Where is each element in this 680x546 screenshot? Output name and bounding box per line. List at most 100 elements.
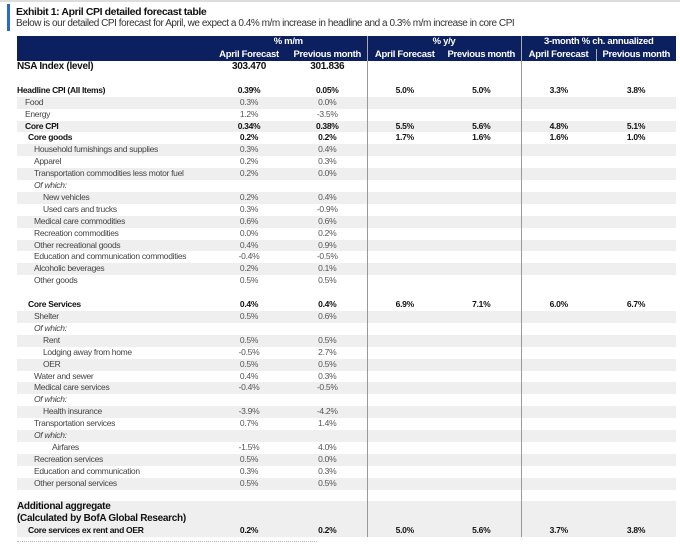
table-row: Used cars and trucks 0.3% -0.9% <box>17 203 676 216</box>
value-cell: 0.5% <box>210 334 288 347</box>
col-header-mm-prev: Previous month <box>288 48 367 61</box>
value-cell <box>520 251 597 264</box>
table-row: Apparel 0.2% 0.3% <box>17 156 676 169</box>
value-cell: 0.2% <box>239 132 259 143</box>
value-cell <box>366 168 442 181</box>
value-cell: 5.0% <box>366 525 442 538</box>
table-row: Water and sewer 0.4% 0.3% <box>17 370 676 383</box>
value-cell <box>442 180 521 192</box>
value-cell <box>366 108 442 121</box>
value-cell <box>520 215 597 228</box>
value-cell <box>288 430 367 442</box>
value-cell <box>442 430 522 442</box>
value-cell <box>596 109 676 121</box>
value-cell: 0.3% <box>210 96 288 109</box>
value-cell <box>596 323 676 335</box>
row-label: Energy <box>25 108 51 119</box>
value-cell <box>520 334 597 347</box>
value-cell <box>366 263 442 276</box>
row-label: NSA Index (level) <box>17 61 94 72</box>
row-label: Core services ex rent and OER <box>17 525 210 538</box>
value-cell <box>596 156 676 168</box>
table-row: New vehicles 0.2% 0.4% <box>17 191 677 204</box>
value-cell <box>520 513 597 526</box>
value-cell <box>520 191 597 204</box>
value-cell: 0.6% <box>288 215 367 228</box>
value-cell <box>520 501 597 514</box>
value-cell: 0.4% <box>288 144 367 157</box>
value-cell: -3.5% <box>316 108 338 119</box>
value-cell <box>520 441 597 454</box>
row-label: Alcoholic beverages <box>17 263 210 276</box>
value-cell: 5.1% <box>596 120 677 133</box>
table-row: Of which: <box>17 322 676 335</box>
value-cell: 0.0% <box>239 227 259 238</box>
value-cell <box>210 287 288 299</box>
table-row: Core Services 0.4% 0.4% 6.9% 7.1% 6.0% 6.7% <box>17 299 676 311</box>
table-row: Other personal services 0.5% 0.5% <box>17 477 677 490</box>
value-cell: 0.2% <box>210 168 288 181</box>
value-cell <box>596 466 676 478</box>
value-cell: 4.8% <box>520 120 597 133</box>
value-cell: 0.4% <box>239 299 259 310</box>
value-cell: 0.5% <box>288 334 367 347</box>
row-label: Airfares <box>52 441 79 452</box>
row-label: Health insurance <box>17 406 210 419</box>
value-cell <box>288 394 367 406</box>
header-blank <box>17 36 210 49</box>
row-label: Household furnishings and supplies <box>17 144 210 157</box>
value-cell <box>366 465 442 478</box>
value-cell <box>596 228 676 240</box>
row-label: Of which: <box>34 180 67 191</box>
value-cell <box>520 358 597 371</box>
row-label: (Calculated by BofA Global Research) <box>17 513 210 526</box>
value-cell <box>596 287 676 299</box>
value-cell: 0.0% <box>288 168 367 181</box>
value-cell <box>288 513 367 526</box>
value-cell <box>596 61 676 73</box>
table-row: Recreation commodities 0.0% 0.2% <box>17 227 676 240</box>
row-label: Shelter <box>17 311 210 323</box>
value-cell <box>442 334 522 347</box>
value-cell <box>520 275 597 288</box>
row-label: Of which: <box>34 394 67 405</box>
value-cell: 5.5% <box>366 120 442 133</box>
value-cell <box>442 311 522 323</box>
value-cell <box>442 371 521 383</box>
value-cell <box>596 73 676 85</box>
value-cell <box>596 477 677 490</box>
value-cell <box>442 191 522 204</box>
value-cell <box>520 61 597 73</box>
value-cell: 0.39% <box>237 84 261 95</box>
value-cell: 0.7% <box>239 418 259 429</box>
value-cell: 5.6% <box>442 120 522 133</box>
value-cell <box>366 311 442 323</box>
value-cell: 5.0% <box>472 84 491 95</box>
table-row: Transportation commodities less motor fu… <box>17 168 677 181</box>
group-header-mm: % m/m <box>210 36 367 49</box>
value-cell <box>366 370 442 383</box>
table-row: (Calculated by BofA Global Research) <box>17 513 677 526</box>
value-cell <box>210 180 288 192</box>
value-cell <box>442 287 521 299</box>
value-cell <box>442 228 521 240</box>
value-cell: 3.7% <box>520 525 597 538</box>
row-label: OER <box>17 358 210 371</box>
value-cell <box>442 382 522 395</box>
value-cell <box>366 501 442 514</box>
value-cell <box>366 477 442 490</box>
row-label: Core goods <box>28 132 73 143</box>
value-cell <box>288 490 367 502</box>
value-cell <box>366 394 442 407</box>
row-label: Headline CPI (All Items) <box>17 84 106 95</box>
value-cell: -4.2% <box>288 406 367 419</box>
value-cell <box>596 334 677 347</box>
value-cell: 0.2% <box>210 525 288 538</box>
value-cell <box>442 251 521 263</box>
value-cell <box>366 441 442 454</box>
value-cell: 0.2% <box>239 156 259 167</box>
table-row: Household furnishings and supplies 0.3% 0.… <box>17 144 677 157</box>
value-cell: 0.5% <box>210 453 288 466</box>
value-cell <box>366 275 442 288</box>
table-row: OER 0.5% 0.5% <box>17 358 677 371</box>
